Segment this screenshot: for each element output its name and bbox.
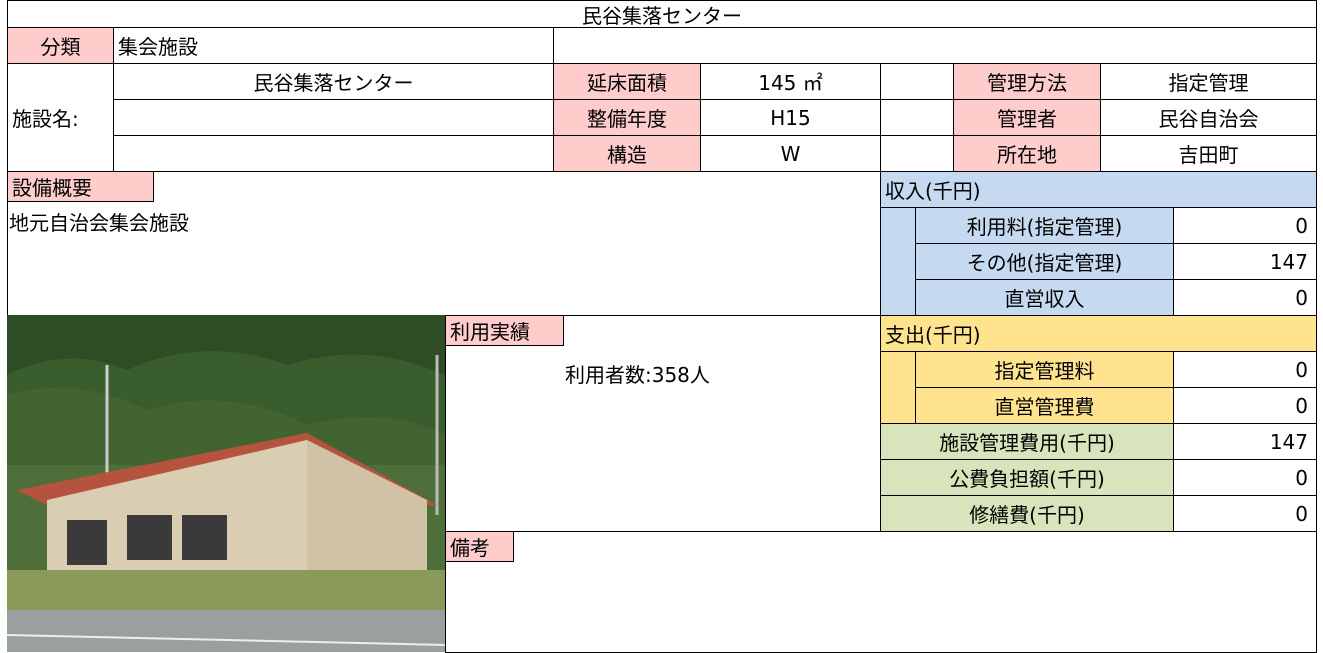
expense-strip — [880, 351, 916, 424]
facility-name: 民谷集落センター — [113, 63, 554, 100]
detail-label: 延床面積 — [553, 63, 701, 100]
expense-value: 0 — [1173, 387, 1317, 424]
category-label: 分類 — [7, 27, 114, 64]
blank-cell — [113, 99, 554, 136]
detail-value: W — [700, 135, 881, 172]
detail-label: 所在地 — [953, 135, 1101, 172]
total-label: 修繕費(千円) — [880, 495, 1174, 532]
expense-label: 直営管理費 — [915, 387, 1174, 424]
usage-text: 利用者数:358人 — [565, 363, 710, 387]
remarks-label: 備考 — [445, 531, 514, 562]
total-value: 0 — [1173, 459, 1317, 496]
detail-value: H15 — [700, 99, 881, 136]
detail-label: 管理者 — [953, 99, 1101, 136]
blank-cell — [880, 63, 954, 100]
detail-value: 指定管理 — [1100, 63, 1317, 100]
total-label: 施設管理費用(千円) — [880, 423, 1174, 460]
income-label: その他(指定管理) — [915, 243, 1174, 280]
income-header: 収入(千円) — [880, 171, 1317, 208]
income-strip — [880, 207, 916, 316]
detail-value: 民谷自治会 — [1100, 99, 1317, 136]
income-value: 0 — [1173, 279, 1317, 316]
income-value: 0 — [1173, 207, 1317, 244]
facility-photo — [7, 315, 445, 652]
detail-label: 管理方法 — [953, 63, 1101, 100]
total-label: 公費負担額(千円) — [880, 459, 1174, 496]
blank-cell — [553, 27, 1317, 64]
title: 民谷集落センター — [7, 0, 1317, 28]
equipment-text: 地元自治会集会施設 — [9, 211, 189, 235]
income-value: 147 — [1173, 243, 1317, 280]
usage-area — [445, 315, 881, 532]
detail-label: 整備年度 — [553, 99, 701, 136]
income-label: 直営収入 — [915, 279, 1174, 316]
detail-label: 構造 — [553, 135, 701, 172]
detail-value: 吉田町 — [1100, 135, 1317, 172]
blank-cell — [880, 135, 954, 172]
expense-label: 指定管理料 — [915, 351, 1174, 388]
expense-value: 0 — [1173, 351, 1317, 388]
expense-header: 支出(千円) — [880, 315, 1317, 352]
blank-cell — [880, 99, 954, 136]
equipment-label: 設備概要 — [7, 171, 154, 202]
category-value: 集会施設 — [113, 27, 554, 64]
income-label: 利用料(指定管理) — [915, 207, 1174, 244]
total-value: 0 — [1173, 495, 1317, 532]
usage-label: 利用実績 — [445, 315, 564, 346]
remarks-area — [445, 531, 1317, 653]
blank-cell — [113, 135, 554, 172]
facility-label: 施設名: — [7, 63, 114, 172]
detail-value: 145 ㎡ — [700, 63, 881, 100]
total-value: 147 — [1173, 423, 1317, 460]
